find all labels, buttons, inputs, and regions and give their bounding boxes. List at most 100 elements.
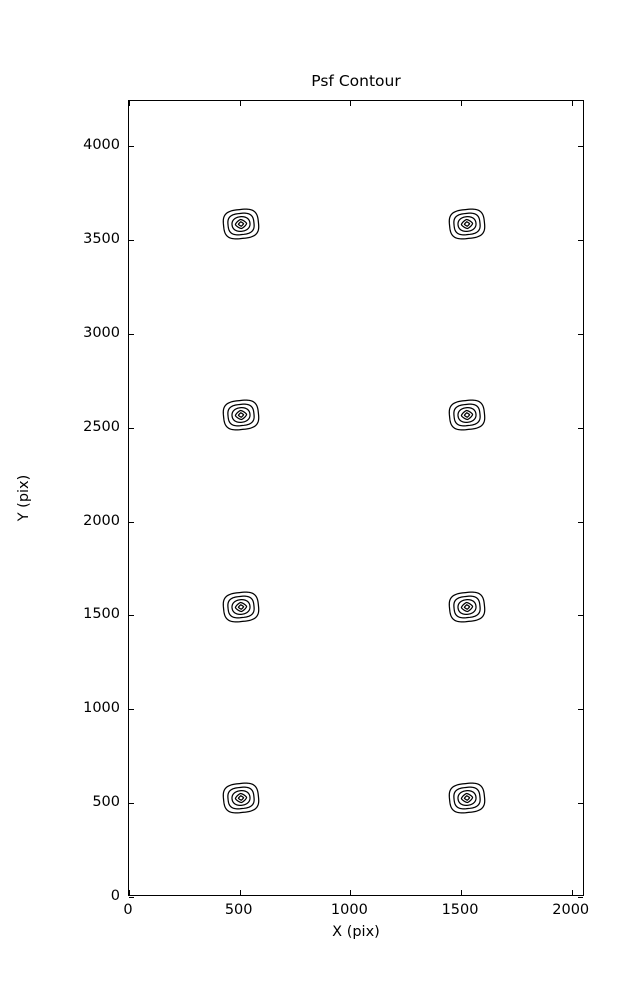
y-tick-label: 3000 bbox=[83, 324, 120, 341]
contour-level-3 bbox=[457, 598, 477, 615]
contour-level-1 bbox=[222, 208, 260, 240]
contour-rings bbox=[448, 399, 486, 431]
contour-level-2 bbox=[452, 595, 481, 619]
contour-level-3 bbox=[457, 407, 477, 424]
contour-level-2 bbox=[452, 403, 481, 427]
contour-level-1 bbox=[448, 782, 486, 814]
psf-contour-island bbox=[218, 201, 264, 247]
contour-rings bbox=[448, 208, 486, 240]
y-tick-label: 2500 bbox=[83, 418, 120, 435]
y-tick-mark bbox=[129, 897, 134, 899]
contour-level-1 bbox=[222, 782, 260, 814]
y-tick-mark bbox=[578, 239, 583, 242]
y-tick-mark bbox=[129, 709, 134, 711]
contour-level-4 bbox=[460, 410, 473, 421]
y-tick-label: 2000 bbox=[83, 512, 120, 529]
contour-level-3 bbox=[231, 407, 251, 424]
contour-level-5 bbox=[463, 795, 470, 802]
x-tick-label: 0 bbox=[123, 902, 133, 918]
plot-axes-area bbox=[128, 100, 584, 899]
contour-level-1 bbox=[448, 591, 486, 623]
contour-level-4 bbox=[460, 218, 473, 229]
contour-level-3 bbox=[231, 790, 251, 807]
y-tick-mark bbox=[129, 333, 134, 335]
contour-level-5 bbox=[237, 795, 245, 802]
contour-rings bbox=[222, 782, 260, 814]
x-tick-mark bbox=[571, 890, 573, 895]
contour-level-4 bbox=[234, 410, 248, 421]
contour-rings bbox=[448, 591, 486, 623]
x-axis-label: X (pix) bbox=[332, 924, 380, 940]
contour-level-4 bbox=[460, 793, 473, 804]
contour-level-3 bbox=[231, 215, 251, 232]
y-tick-mark bbox=[578, 803, 583, 805]
x-tick-label: 500 bbox=[224, 902, 253, 918]
x-tick-label: 2000 bbox=[552, 902, 590, 918]
contour-level-5 bbox=[237, 412, 245, 419]
x-tick-mark bbox=[350, 101, 352, 106]
psf-contour-island bbox=[444, 392, 490, 438]
y-tick-label: 1000 bbox=[83, 700, 120, 716]
x-tick-label: 1000 bbox=[330, 902, 368, 918]
psf-contour-island bbox=[218, 392, 264, 438]
x-tick-mark bbox=[239, 101, 241, 106]
y-tick-label: 3500 bbox=[83, 230, 120, 247]
y-tick-mark bbox=[578, 615, 583, 617]
y-tick-mark bbox=[578, 427, 583, 429]
x-tick-mark bbox=[571, 101, 573, 106]
contour-level-3 bbox=[457, 790, 477, 807]
contour-level-3 bbox=[457, 215, 477, 232]
chart-title: Psf Contour bbox=[311, 72, 401, 90]
x-tick-label: 1500 bbox=[441, 902, 479, 918]
x-tick-mark bbox=[129, 101, 131, 106]
contour-rings bbox=[222, 591, 260, 623]
x-tick-mark bbox=[239, 890, 241, 895]
contour-rings bbox=[448, 782, 486, 814]
x-tick-mark bbox=[129, 890, 131, 895]
y-tick-mark bbox=[129, 803, 134, 805]
y-axis-label: Y (pix) bbox=[15, 474, 32, 522]
y-tick-mark bbox=[129, 239, 134, 242]
contour-level-3 bbox=[231, 598, 251, 615]
contour-level-1 bbox=[448, 399, 486, 431]
x-tick-mark bbox=[461, 101, 463, 106]
y-tick-mark bbox=[578, 146, 583, 148]
x-tick-mark bbox=[461, 890, 463, 895]
y-tick-mark bbox=[578, 709, 583, 711]
y-tick-label: 4000 bbox=[83, 136, 120, 153]
y-tick-mark bbox=[129, 615, 134, 617]
contour-level-2 bbox=[227, 786, 255, 810]
contour-level-4 bbox=[234, 218, 248, 229]
contour-level-2 bbox=[452, 212, 481, 236]
psf-contour-island bbox=[218, 775, 264, 821]
contour-level-2 bbox=[227, 595, 255, 619]
y-tick-label: 0 bbox=[110, 887, 120, 904]
contour-level-1 bbox=[448, 208, 486, 240]
y-tick-label: 500 bbox=[92, 793, 120, 810]
y-tick-mark bbox=[129, 521, 134, 523]
contour-level-1 bbox=[222, 591, 260, 623]
contour-level-5 bbox=[463, 603, 470, 610]
y-tick-mark bbox=[129, 146, 134, 148]
contour-level-2 bbox=[452, 786, 481, 810]
contour-level-1 bbox=[222, 399, 260, 431]
contour-level-4 bbox=[460, 601, 473, 612]
y-tick-mark bbox=[129, 427, 134, 429]
contour-rings bbox=[222, 208, 260, 240]
x-tick-mark bbox=[350, 890, 352, 895]
psf-contour-island bbox=[444, 775, 490, 821]
contour-level-2 bbox=[227, 212, 255, 236]
y-tick-mark bbox=[578, 897, 583, 899]
contour-rings bbox=[222, 399, 260, 431]
contour-level-5 bbox=[237, 221, 245, 227]
contour-level-4 bbox=[234, 601, 248, 612]
contour-level-5 bbox=[463, 412, 470, 419]
contour-level-5 bbox=[237, 603, 245, 610]
psf-contour-island bbox=[444, 584, 490, 630]
y-tick-label: 1500 bbox=[83, 606, 120, 623]
contour-level-5 bbox=[463, 221, 470, 227]
y-tick-mark bbox=[578, 333, 583, 335]
contour-level-4 bbox=[234, 793, 248, 804]
y-tick-mark bbox=[578, 521, 583, 523]
